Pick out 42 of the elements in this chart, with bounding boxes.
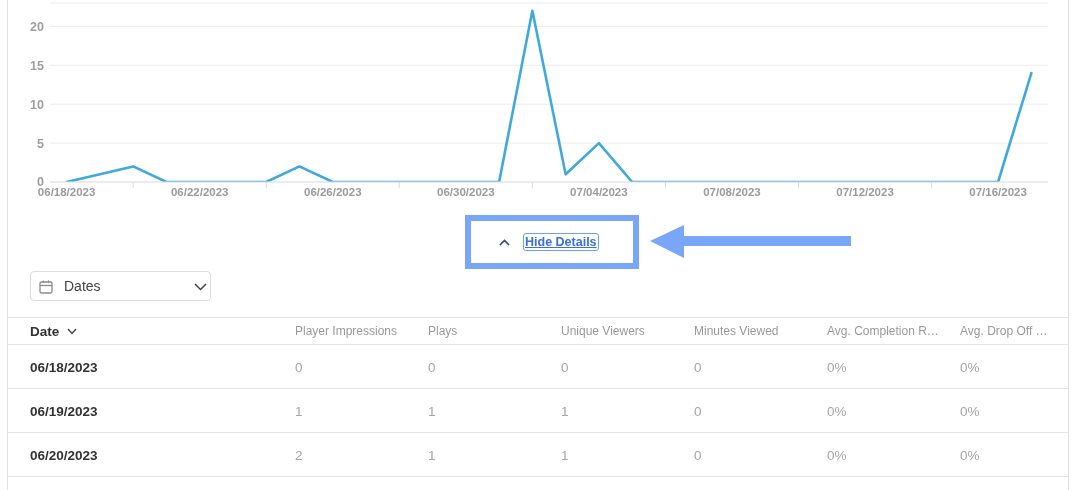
text: Hide Details	[523, 233, 599, 251]
text: 0	[694, 360, 702, 375]
text: 1	[561, 448, 569, 463]
category-label: Avg. Completion R…	[827, 324, 939, 339]
text: 2	[295, 448, 303, 463]
text: 0	[428, 360, 436, 375]
x-tick-label: 07/12/2023	[836, 186, 894, 199]
text: 0%	[827, 360, 847, 375]
x-tick-label: 07/08/2023	[703, 186, 761, 199]
category-label: 06/20/2023	[30, 448, 98, 463]
x-tick-label: 07/04/2023	[570, 186, 628, 199]
y-tick-label: 10	[30, 97, 45, 112]
x-tick-label: 06/18/2023	[37, 186, 96, 199]
y-tick-label: 20	[30, 19, 45, 34]
text: 0%	[960, 360, 980, 375]
text: 1	[561, 404, 569, 419]
text: 0	[694, 404, 702, 419]
x-tick-label: 07/16/2023	[969, 186, 1027, 199]
text: 1	[295, 404, 303, 419]
text: 0%	[827, 448, 847, 463]
category-label: 06/19/2023	[30, 404, 98, 419]
category-label: Avg. Drop Off …	[960, 324, 1048, 339]
category-label: 06/18/2023	[30, 360, 98, 375]
category-label: Player Impressions	[295, 324, 398, 339]
text: 0	[561, 360, 569, 375]
category-label: Minutes Viewed	[694, 324, 779, 339]
dropdown-field: Dates	[30, 271, 211, 301]
y-tick-label: 5	[37, 136, 45, 151]
y-tick-label: 15	[30, 58, 45, 73]
text: 0%	[960, 404, 980, 419]
x-tick-label: 06/30/2023	[437, 186, 495, 199]
text: 1	[428, 404, 436, 419]
text: 0	[694, 448, 702, 463]
x-tick-label: 06/22/2023	[170, 186, 229, 199]
text: 0%	[827, 404, 847, 419]
text: 0%	[960, 448, 980, 463]
text: 0	[295, 360, 303, 375]
text: Date	[30, 323, 61, 340]
category-label: Plays	[428, 324, 458, 339]
text: 1	[428, 448, 436, 463]
x-tick-label: 06/26/2023	[303, 186, 362, 199]
category-label: Unique Viewers	[561, 324, 645, 339]
